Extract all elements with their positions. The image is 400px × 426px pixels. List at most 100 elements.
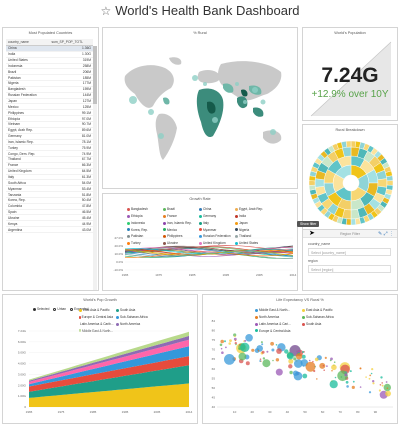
table-row[interactable]: Egypt, Arab Rep. 89.6M	[6, 128, 93, 134]
life-point[interactable]	[276, 348, 282, 354]
growth-legend-item[interactable]: Japan	[235, 221, 268, 226]
life-point[interactable]	[256, 345, 263, 352]
growth-legend-item[interactable]: Korea, Rep.	[127, 228, 160, 233]
life-point[interactable]	[220, 339, 224, 344]
region-legend-item[interactable]: Latin America & Carib...	[80, 321, 114, 326]
life-point[interactable]	[221, 351, 224, 354]
region-filter-input[interactable]: Select [region]	[308, 265, 391, 273]
life-point[interactable]	[314, 357, 319, 362]
life-point[interactable]	[381, 382, 383, 384]
life-point[interactable]	[331, 369, 333, 372]
life-point[interactable]	[319, 362, 326, 369]
life-point[interactable]	[288, 364, 293, 369]
growth-legend-item[interactable]: United States	[235, 241, 268, 246]
table-row[interactable]: France 66.3M	[6, 163, 93, 169]
life-point[interactable]	[351, 385, 355, 389]
life-point[interactable]	[381, 384, 384, 387]
table-row[interactable]: Bangladesh 159M	[6, 87, 93, 93]
life-point[interactable]	[331, 364, 337, 371]
pop-growth-area[interactable]	[29, 383, 189, 407]
life-point[interactable]	[324, 356, 327, 359]
growth-legend-item[interactable]: Brazil	[163, 207, 196, 212]
pop-growth-area[interactable]	[29, 335, 189, 382]
life-point[interactable]	[275, 344, 278, 346]
region-legend-item[interactable]: Europe & Central Asia	[79, 315, 113, 320]
life-point[interactable]	[260, 341, 263, 344]
life-point[interactable]	[370, 372, 373, 375]
growth-legend-item[interactable]: China	[199, 207, 232, 212]
life-point[interactable]	[372, 380, 375, 383]
life-point[interactable]	[329, 380, 338, 389]
col-pop[interactable]: sum_SP_POP_TOTL	[51, 40, 83, 44]
life-legend-item[interactable]: Middle East & North...	[255, 308, 299, 313]
life-point[interactable]	[372, 382, 375, 385]
life-point[interactable]	[270, 341, 274, 346]
pencil-icon[interactable]: ✎	[378, 231, 383, 237]
life-point[interactable]	[225, 346, 227, 349]
table-row[interactable]: Kenya 44.9M	[6, 221, 93, 228]
life-point[interactable]	[322, 364, 325, 367]
life-point[interactable]	[368, 391, 372, 394]
growth-legend-item[interactable]: India	[235, 214, 268, 219]
life-point[interactable]	[233, 359, 236, 362]
table-row[interactable]: Turkey 75.9M	[6, 145, 93, 152]
life-point[interactable]	[326, 365, 328, 367]
life-point[interactable]	[385, 381, 388, 383]
life-point[interactable]	[234, 335, 236, 338]
table-row[interactable]: Colombia 47.8M	[6, 204, 93, 210]
table-row[interactable]: Brazil 206M	[6, 69, 93, 76]
life-point[interactable]	[323, 369, 325, 371]
mode-selected[interactable]: Selected	[33, 307, 49, 311]
life-point[interactable]	[275, 368, 283, 376]
growth-legend-item[interactable]: Bangladesh	[127, 207, 160, 212]
table-row[interactable]: United Kingdom 64.5M	[6, 169, 93, 175]
life-point[interactable]	[261, 343, 264, 346]
table-row[interactable]: Iran, Islamic Rep. 78.1M	[6, 140, 93, 146]
life-point[interactable]	[239, 344, 241, 346]
life-point[interactable]	[294, 359, 303, 368]
life-point[interactable]	[292, 370, 299, 376]
table-row[interactable]: Ethiopia 97.0M	[6, 116, 93, 122]
table-row[interactable]: Congo, Dem. Rep. 74.9M	[6, 151, 93, 158]
sunburst-segment[interactable]	[386, 180, 394, 186]
growth-legend-item[interactable]: Egypt, Arab Rep.	[235, 207, 268, 212]
growth-series-line[interactable]	[124, 252, 293, 259]
region-legend-item[interactable]: East Asia & Pacific	[79, 308, 113, 313]
life-point[interactable]	[245, 334, 253, 342]
life-point[interactable]	[234, 342, 237, 345]
life-point[interactable]	[379, 384, 382, 386]
life-point[interactable]	[302, 351, 304, 353]
growth-legend-item[interactable]: Ethiopia	[127, 214, 160, 219]
sunburst-segment[interactable]	[345, 140, 352, 148]
pop-growth-area[interactable]	[29, 356, 189, 392]
table-row[interactable]: Mexico 125M	[6, 104, 93, 111]
world-map[interactable]	[103, 28, 298, 189]
col-country[interactable]: country_name	[8, 40, 29, 44]
growth-legend-item[interactable]: Russian Federation	[199, 234, 232, 239]
life-point[interactable]	[238, 352, 247, 361]
life-point[interactable]	[262, 359, 271, 368]
growth-legend-item[interactable]: Mexico	[163, 228, 196, 233]
life-point[interactable]	[235, 343, 237, 346]
table-row[interactable]: Myanmar 53.4M	[6, 186, 93, 193]
table-row[interactable]: Nigeria 177M	[6, 81, 93, 87]
growth-legend-item[interactable]: Nigeria	[235, 228, 268, 233]
life-point[interactable]	[288, 358, 294, 364]
growth-legend-item[interactable]: Turkey	[127, 241, 160, 246]
life-point[interactable]	[386, 387, 389, 389]
growth-legend-item[interactable]: Myanmar	[199, 228, 232, 233]
table-row[interactable]: Italy 61.3M	[6, 175, 93, 181]
growth-legend-item[interactable]: Italy	[199, 221, 232, 226]
life-point[interactable]	[337, 370, 348, 382]
sunburst-chart[interactable]	[303, 125, 398, 230]
life-point[interactable]	[378, 389, 381, 392]
life-point[interactable]	[284, 349, 289, 354]
growth-series-line[interactable]	[124, 246, 294, 252]
pop-growth-area[interactable]	[29, 339, 189, 385]
life-point[interactable]	[219, 343, 223, 347]
table-scroll-thumb[interactable]	[93, 46, 97, 104]
table-scrollbar[interactable]	[93, 46, 97, 290]
life-point[interactable]	[245, 361, 250, 366]
life-point[interactable]	[262, 357, 266, 360]
life-legend-item[interactable]: North America	[255, 315, 299, 320]
